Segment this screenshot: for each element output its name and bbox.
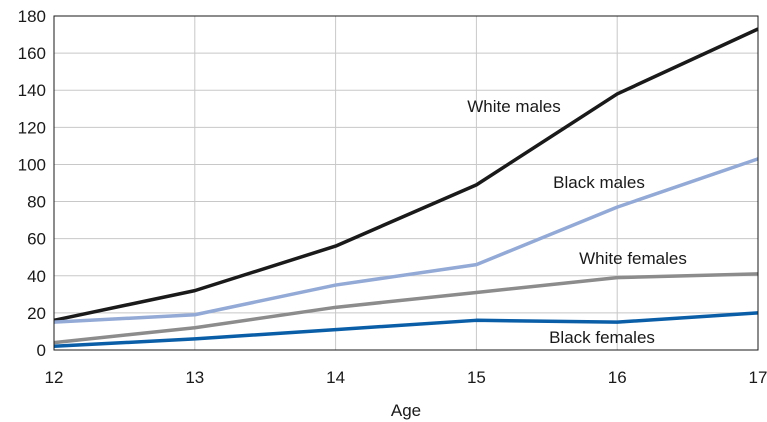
x-tick-label-13: 13 [185,368,204,387]
series-line-black-males [53,157,759,324]
y-tick-label-80: 80 [27,193,46,212]
series-line-white-males [53,27,759,323]
y-tick-label-160: 160 [18,44,46,63]
y-tick-label-100: 100 [18,155,46,174]
series-lines [53,27,759,349]
y-tick-label-120: 120 [18,118,46,137]
y-tick-label-140: 140 [18,81,46,100]
series-label-black-males: Black males [553,173,645,192]
series-label-white-males: White males [467,97,561,116]
x-tick-label-17: 17 [749,368,767,387]
series-label-white-females: White females [579,249,687,268]
x-tick-label-14: 14 [326,368,345,387]
x-axis-tick-labels: 12 13 14 15 16 17 [45,368,767,387]
plot-frame [53,15,759,351]
y-tick-label-60: 60 [27,230,46,249]
y-tick-label-180: 180 [18,7,46,26]
grid-lines [54,16,758,350]
y-tick-label-40: 40 [27,267,46,286]
x-tick-label-12: 12 [45,368,64,387]
series-line-black-females [53,311,759,349]
y-tick-label-0: 0 [37,341,46,360]
x-axis-title: Age [391,401,421,420]
series-label-black-females: Black females [549,328,655,347]
y-tick-label-20: 20 [27,304,46,323]
y-axis-tick-labels: 0 20 40 60 80 100 120 140 160 180 [18,7,46,360]
series-line-white-females [53,272,759,345]
series-labels: White males Black males White females Black… [467,97,687,347]
x-tick-label-16: 16 [608,368,627,387]
x-tick-label-15: 15 [467,368,486,387]
